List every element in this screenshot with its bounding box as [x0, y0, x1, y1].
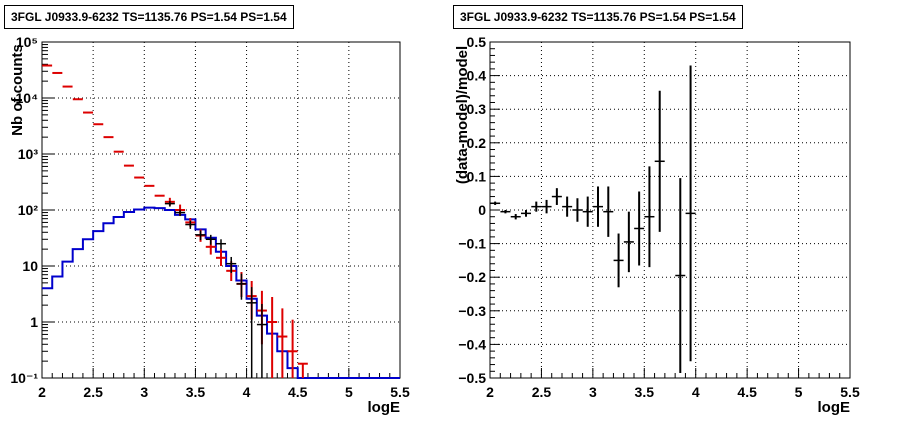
y-tick-label: 0.2 — [467, 135, 487, 151]
x-tick-label: 2 — [38, 384, 46, 400]
counts-spectrum-panel: 3FGL J0933.9-6232 TS=1135.76 PS=1.54 PS=… — [4, 5, 410, 416]
y-tick-label: −0.5 — [458, 370, 486, 386]
y-tick-label: 10² — [18, 202, 39, 218]
x-tick-label: 5.5 — [840, 384, 860, 400]
y-tick-label: 0.4 — [467, 68, 487, 84]
counts-spectrum-chart: 2 2.5 3 3.5 4 4.5 5 5.5 10⁻¹ 1 10 10² 10³ 10⁴ 10⁵ logE N… — [9, 34, 410, 416]
residuals-chart: 2 2.5 3 3.5 4 4.5 5 5.5 −0.5 −0.4 −0.3 −0.2 −0.1 0 0.1… — [454, 34, 860, 416]
x-tick-label: 5 — [345, 384, 353, 400]
x-tick-label: 2.5 — [83, 384, 103, 400]
y-tick-label: −0.1 — [458, 236, 486, 252]
y-tick-label: −0.3 — [458, 303, 486, 319]
y-tick-label: 10 — [22, 258, 38, 274]
y-tick-label: 0.1 — [467, 168, 487, 184]
x-tick-label: 4 — [692, 384, 700, 400]
y-tick-label: 0 — [478, 202, 486, 218]
source-model-histogram — [42, 206, 400, 379]
x-tick-label: 5.5 — [390, 384, 410, 400]
x-axis-label: logE — [368, 399, 401, 416]
x-tick-label: 3.5 — [635, 384, 655, 400]
y-axis-label: Nb of counts — [9, 44, 26, 136]
y-tick-label: 0.3 — [467, 101, 487, 117]
left-plot-title: 3FGL J0933.9-6232 TS=1135.76 PS=1.54 PS=… — [4, 5, 294, 29]
x-tick-label: 3.5 — [186, 384, 206, 400]
x-tick-label: 3 — [140, 384, 148, 400]
y-tick-label: 10⁵ — [16, 34, 38, 50]
x-tick-label: 2.5 — [532, 384, 552, 400]
y-tick-label: 10³ — [18, 146, 39, 162]
y-tick-label: −0.2 — [458, 269, 486, 285]
x-tick-label: 4 — [243, 384, 251, 400]
x-tick-label: 4.5 — [737, 384, 757, 400]
x-tick-label: 5 — [795, 384, 803, 400]
y-tick-label: −0.4 — [458, 336, 486, 352]
residuals-panel: 3FGL J0933.9-6232 TS=1135.76 PS=1.54 PS=… — [449, 0, 898, 421]
y-axis-label: (data-model)/model — [454, 46, 471, 184]
y-tick-label: 0.5 — [467, 34, 487, 50]
y-tick-label: 10⁻¹ — [10, 370, 38, 386]
x-axis-label: logE — [818, 399, 851, 416]
x-tick-label: 2 — [486, 384, 494, 400]
y-tick-label: 10⁴ — [16, 90, 39, 106]
x-tick-label: 4.5 — [288, 384, 308, 400]
x-tick-label: 3 — [589, 384, 597, 400]
right-plot-title: 3FGL J0933.9-6232 TS=1135.76 PS=1.54 PS=… — [453, 5, 743, 29]
y-tick-label: 1 — [30, 314, 38, 330]
